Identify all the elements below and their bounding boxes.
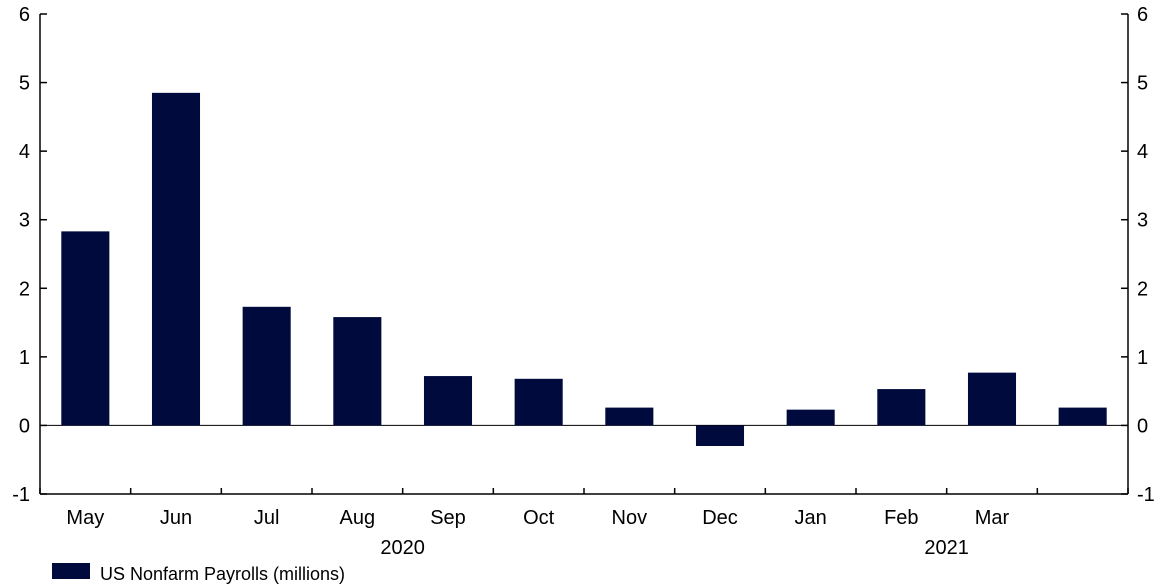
x-category-label: Jul <box>254 507 280 529</box>
left-y-tick-label: 1 <box>19 347 30 369</box>
bar-jul <box>242 306 291 426</box>
right-y-tick-label: 4 <box>1137 141 1148 163</box>
right-y-tick-label: 0 <box>1137 415 1148 437</box>
x-category-label: Sep <box>430 507 466 529</box>
bar-feb <box>877 389 926 426</box>
x-category-label: Mar <box>975 507 1010 529</box>
right-y-tick-label: 2 <box>1137 278 1148 300</box>
x-category-label: Jan <box>795 507 827 529</box>
right-y-tick-label: -1 <box>1137 484 1155 506</box>
x-category-label: Nov <box>612 507 648 529</box>
x-category-label: Aug <box>340 507 376 529</box>
left-y-tick-label: 2 <box>19 278 30 300</box>
x-category-label: Oct <box>523 507 555 529</box>
x-year-label: 2020 <box>380 537 425 559</box>
left-y-tick-label: 5 <box>19 73 30 95</box>
x-year-label: 2021 <box>924 537 969 559</box>
left-y-tick-label: 6 <box>19 4 30 26</box>
bar-aug <box>333 317 382 426</box>
legend-swatch <box>52 563 90 579</box>
right-y-tick-label: 3 <box>1137 210 1148 232</box>
x-category-label: Jun <box>160 507 192 529</box>
x-category-label: May <box>66 507 104 529</box>
bar-jan <box>786 409 835 426</box>
bar-last <box>1058 407 1107 426</box>
bar-mar <box>967 372 1017 426</box>
x-category-label: Dec <box>702 507 738 529</box>
left-y-tick-label: -1 <box>12 484 30 506</box>
bars-layer <box>61 92 1107 446</box>
bar-may <box>61 231 110 426</box>
axes-layer <box>39 13 1129 495</box>
left-y-tick-label: 3 <box>19 210 30 232</box>
labels-layer: -1 -1 0 0 1 1 2 2 3 3 4 4 5 5 6 6 May Jun Jul Aug Sep Oct Nov D… <box>12 4 1155 559</box>
bar-jun <box>151 92 201 426</box>
left-y-tick-label: 4 <box>19 141 30 163</box>
x-category-label: Feb <box>884 507 918 529</box>
bar-nov <box>605 407 654 426</box>
legend: US Nonfarm Payrolls (millions) <box>52 563 345 584</box>
right-y-tick-label: 1 <box>1137 347 1148 369</box>
bar-oct <box>514 378 563 426</box>
bar-sep <box>423 376 473 426</box>
left-y-tick-label: 0 <box>19 415 30 437</box>
bar-dec <box>695 425 745 446</box>
legend-label: US Nonfarm Payrolls (millions) <box>100 564 345 584</box>
right-y-tick-label: 6 <box>1137 4 1148 26</box>
right-y-tick-label: 5 <box>1137 73 1148 95</box>
